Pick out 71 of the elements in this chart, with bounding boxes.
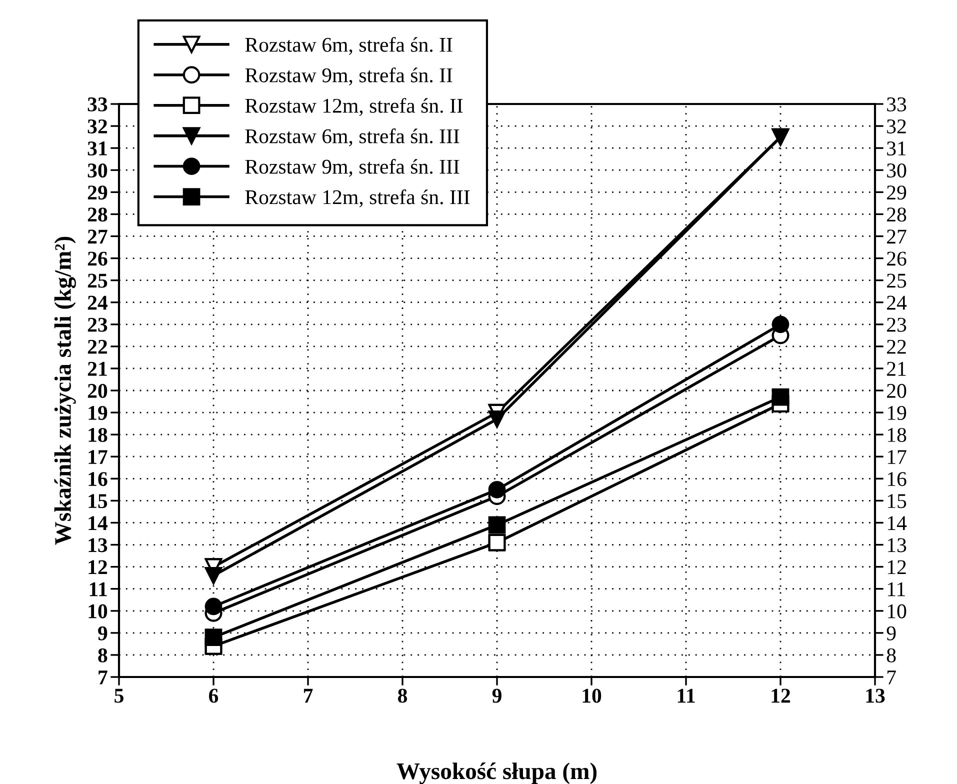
y-tick-label: 17 bbox=[88, 450, 108, 464]
y2-tick-label: 30 bbox=[887, 163, 906, 178]
legend-label: Rozstaw 6m, strefa śn. III bbox=[245, 128, 460, 146]
y2-tick-label: 11 bbox=[888, 582, 905, 596]
y2-tick-label: 17 bbox=[888, 450, 906, 464]
x-tick-label: 5 bbox=[114, 688, 124, 703]
legend-label: Rozstaw 9m, strefa śn. II bbox=[245, 67, 452, 86]
y2-tick-label: 12 bbox=[888, 560, 906, 574]
y2-tick-label: 9 bbox=[886, 626, 896, 640]
y2-tick-label: 32 bbox=[887, 119, 906, 134]
legend-label: Rozstaw 6m, strefa śn. II bbox=[245, 37, 452, 55]
y2-tick-label: 15 bbox=[888, 494, 906, 508]
y2-tick-label: 33 bbox=[887, 97, 906, 112]
y-tick-label: 22 bbox=[88, 340, 107, 354]
y-tick-label: 25 bbox=[88, 274, 108, 288]
y2-tick-label: 7 bbox=[887, 670, 896, 684]
y-tick-label: 27 bbox=[88, 230, 108, 244]
y-tick-label: 7 bbox=[98, 670, 108, 684]
y-tick-label: 29 bbox=[88, 186, 108, 200]
y-tick-label: 15 bbox=[88, 494, 108, 508]
y2-tick-label: 16 bbox=[888, 472, 906, 486]
y2-tick-label: 13 bbox=[888, 538, 906, 552]
x-axis-title: Wysokość słupa (m) bbox=[396, 762, 597, 784]
y-tick-label: 20 bbox=[88, 384, 108, 398]
y-tick-label: 33 bbox=[88, 97, 108, 112]
y-tick-label: 14 bbox=[88, 516, 108, 530]
y-tick-label: 31 bbox=[88, 142, 107, 156]
y2-tick-label: 23 bbox=[887, 318, 906, 332]
legend-label: Rozstaw 9m, strefa śn. III bbox=[245, 158, 460, 177]
y-tick-label: 16 bbox=[88, 472, 108, 486]
y-tick-label: 21 bbox=[88, 362, 107, 376]
y-tick-label: 19 bbox=[88, 406, 108, 420]
y2-tick-label: 28 bbox=[887, 208, 906, 222]
y-tick-label: 30 bbox=[88, 163, 108, 178]
y2-tick-label: 24 bbox=[887, 296, 907, 310]
legend-label: Rozstaw 12m, strefa śn. III bbox=[245, 189, 470, 208]
y-tick-label: 13 bbox=[88, 538, 108, 552]
x-tick-label: 6 bbox=[209, 688, 218, 703]
y2-tick-label: 25 bbox=[887, 274, 906, 288]
y-tick-label: 18 bbox=[88, 428, 108, 442]
y2-tick-label: 29 bbox=[887, 186, 906, 200]
y2-tick-label: 22 bbox=[887, 340, 906, 354]
y2-tick-label: 19 bbox=[888, 406, 906, 420]
y2-tick-label: 27 bbox=[887, 230, 906, 244]
y2-tick-label: 18 bbox=[888, 428, 906, 442]
y-tick-label: 9 bbox=[98, 626, 108, 640]
x-tick-label: 7 bbox=[304, 688, 313, 703]
x-tick-label: 13 bbox=[866, 688, 885, 703]
y-tick-label: 8 bbox=[98, 648, 108, 662]
y-tick-label: 26 bbox=[88, 252, 108, 266]
y2-tick-label: 10 bbox=[888, 604, 906, 618]
y2-tick-label: 20 bbox=[887, 384, 906, 398]
y-tick-label: 32 bbox=[88, 119, 107, 134]
x-tick-label: 11 bbox=[678, 688, 695, 703]
y-axis-title: Wskaźnik zużycia stali (kg/m²) bbox=[54, 236, 76, 545]
y-tick-label: 10 bbox=[88, 604, 108, 618]
x-tick-label: 8 bbox=[398, 688, 408, 703]
x-tick-label: 12 bbox=[772, 688, 790, 703]
y-tick-label: 11 bbox=[90, 582, 107, 596]
y2-tick-label: 21 bbox=[887, 362, 906, 376]
y2-tick-label: 14 bbox=[888, 516, 907, 530]
y2-tick-label: 31 bbox=[887, 142, 906, 156]
x-tick-label: 10 bbox=[582, 688, 602, 703]
y-tick-label: 23 bbox=[88, 318, 108, 332]
y-tick-label: 24 bbox=[88, 296, 108, 310]
y-tick-label: 12 bbox=[88, 560, 107, 574]
y-tick-label: 28 bbox=[88, 208, 108, 222]
x-tick-label: 9 bbox=[492, 688, 502, 703]
legend-label: Rozstaw 12m, strefa śn. II bbox=[245, 98, 463, 116]
y2-tick-label: 26 bbox=[887, 252, 906, 266]
y2-tick-label: 8 bbox=[886, 648, 896, 662]
